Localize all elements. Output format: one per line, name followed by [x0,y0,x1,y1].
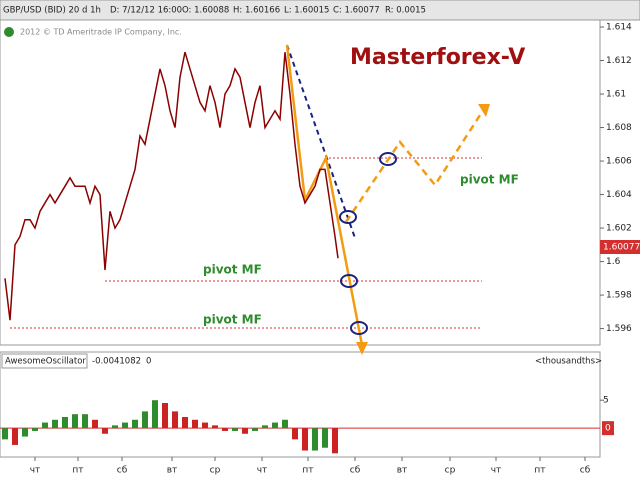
y-tick-label: 1.614 [606,23,632,33]
oscillator-bar [182,416,188,429]
oscillator-bar [162,402,168,429]
oscillator-bar [312,428,318,451]
oscillator-bar [322,428,328,448]
oscillator-bar [292,428,298,440]
oscillator-bar [32,428,38,431]
low: L: 1.60015 [284,6,329,16]
oscillator-bar [282,419,288,429]
x-tick-label: пт [72,466,83,476]
y-tick-label: 0 [605,424,611,434]
oscillator-bar [72,414,78,429]
symbol: GBP/USD (BID) 20 d 1h [3,6,101,16]
y-tick-label: 1.61 [606,90,626,100]
forecast-path [285,44,364,346]
brand: Masterforex-V [350,45,525,70]
x-tick-label: сб [580,466,591,476]
oscillator-bar [42,422,48,429]
oscillator-bar [152,400,158,429]
indicator-units: <thousandths> [535,357,602,367]
x-tick-label: ср [445,466,456,476]
x-tick-label: чт [30,466,41,476]
x-tick-label: пт [302,466,313,476]
marker [339,210,357,224]
oscillator-bar [192,419,198,429]
high: H: 1.60166 [233,6,280,16]
indicator-value: -0.0041082 [92,357,141,367]
oscillator-bar [92,419,98,429]
y-tick-label: 1.596 [606,324,632,334]
oscillator-bar [122,422,128,429]
y-tick-label: 1.602 [606,224,632,234]
x-tick-label: чт [491,466,502,476]
oscillator-bar [112,425,118,429]
oscillator-bar [232,428,238,431]
range: R: 0.0015 [385,6,426,16]
oscillator-bar [2,428,8,440]
oscillator-bar [22,428,28,437]
y-tick-label: 1.606 [606,157,632,167]
oscillator-bar [52,419,58,429]
oscillator-bar [302,428,308,451]
forecast-path [344,111,484,223]
oscillator-bar [272,422,278,429]
arrow-head [478,104,490,117]
oscillator-bar [212,425,218,429]
x-tick-label: вт [397,466,408,476]
indicator-name-box[interactable] [1,353,88,369]
x-tick-label: пт [534,466,545,476]
arrow-head [356,342,368,355]
indicator-name: AwesomeOscillator [5,357,86,367]
y-tick-label: 5 [603,396,609,406]
oscillator-bar [172,411,178,429]
marker [350,321,368,335]
x-tick-label: сб [350,466,361,476]
y-tick-label: 1.612 [606,56,632,66]
indicator-flag: 0 [146,357,151,367]
oscillator-bar [222,428,228,431]
oscillator-bar [62,416,68,429]
zero-label-box [602,421,614,436]
x-tick-label: вт [167,466,178,476]
annotation: pivot MF [460,173,519,187]
oscillator-bar [242,428,248,434]
info-icon[interactable] [4,27,14,37]
oscillator-bar [132,419,138,429]
oscillator-bar [252,428,258,431]
oscillator-bar [332,428,338,454]
y-tick-label: 1.6 [606,257,621,267]
x-tick-label: сб [117,466,128,476]
x-tick-label: ср [210,466,221,476]
open: O: 1.60088 [182,6,229,16]
marker [379,152,397,166]
copyright: 2012 © TD Ameritrade IP Company, Inc. [20,28,182,37]
y-tick-label: 1.608 [606,123,632,133]
last-price-box [600,240,640,254]
date: D: 7/12/12 16:00 [110,6,182,16]
oscillator-bar [202,422,208,429]
trend-line [286,44,356,239]
marker [340,274,358,288]
annotation: pivot MF [203,263,262,277]
oscillator-bar [142,411,148,429]
last-price: 1.60077 [603,243,640,253]
x-tick-label: чт [257,466,268,476]
oscillator-bar [102,428,108,434]
oscillator-bar [262,425,268,429]
close: C: 1.60077 [333,6,380,16]
annotation: pivot MF [203,313,262,327]
price-line [4,51,339,321]
oscillator-panel [0,351,601,458]
y-tick-label: 1.598 [606,291,632,301]
y-tick-label: 1.604 [606,190,632,200]
annotations [10,44,490,355]
oscillator-bar [82,414,88,429]
oscillator-bar [12,428,18,445]
